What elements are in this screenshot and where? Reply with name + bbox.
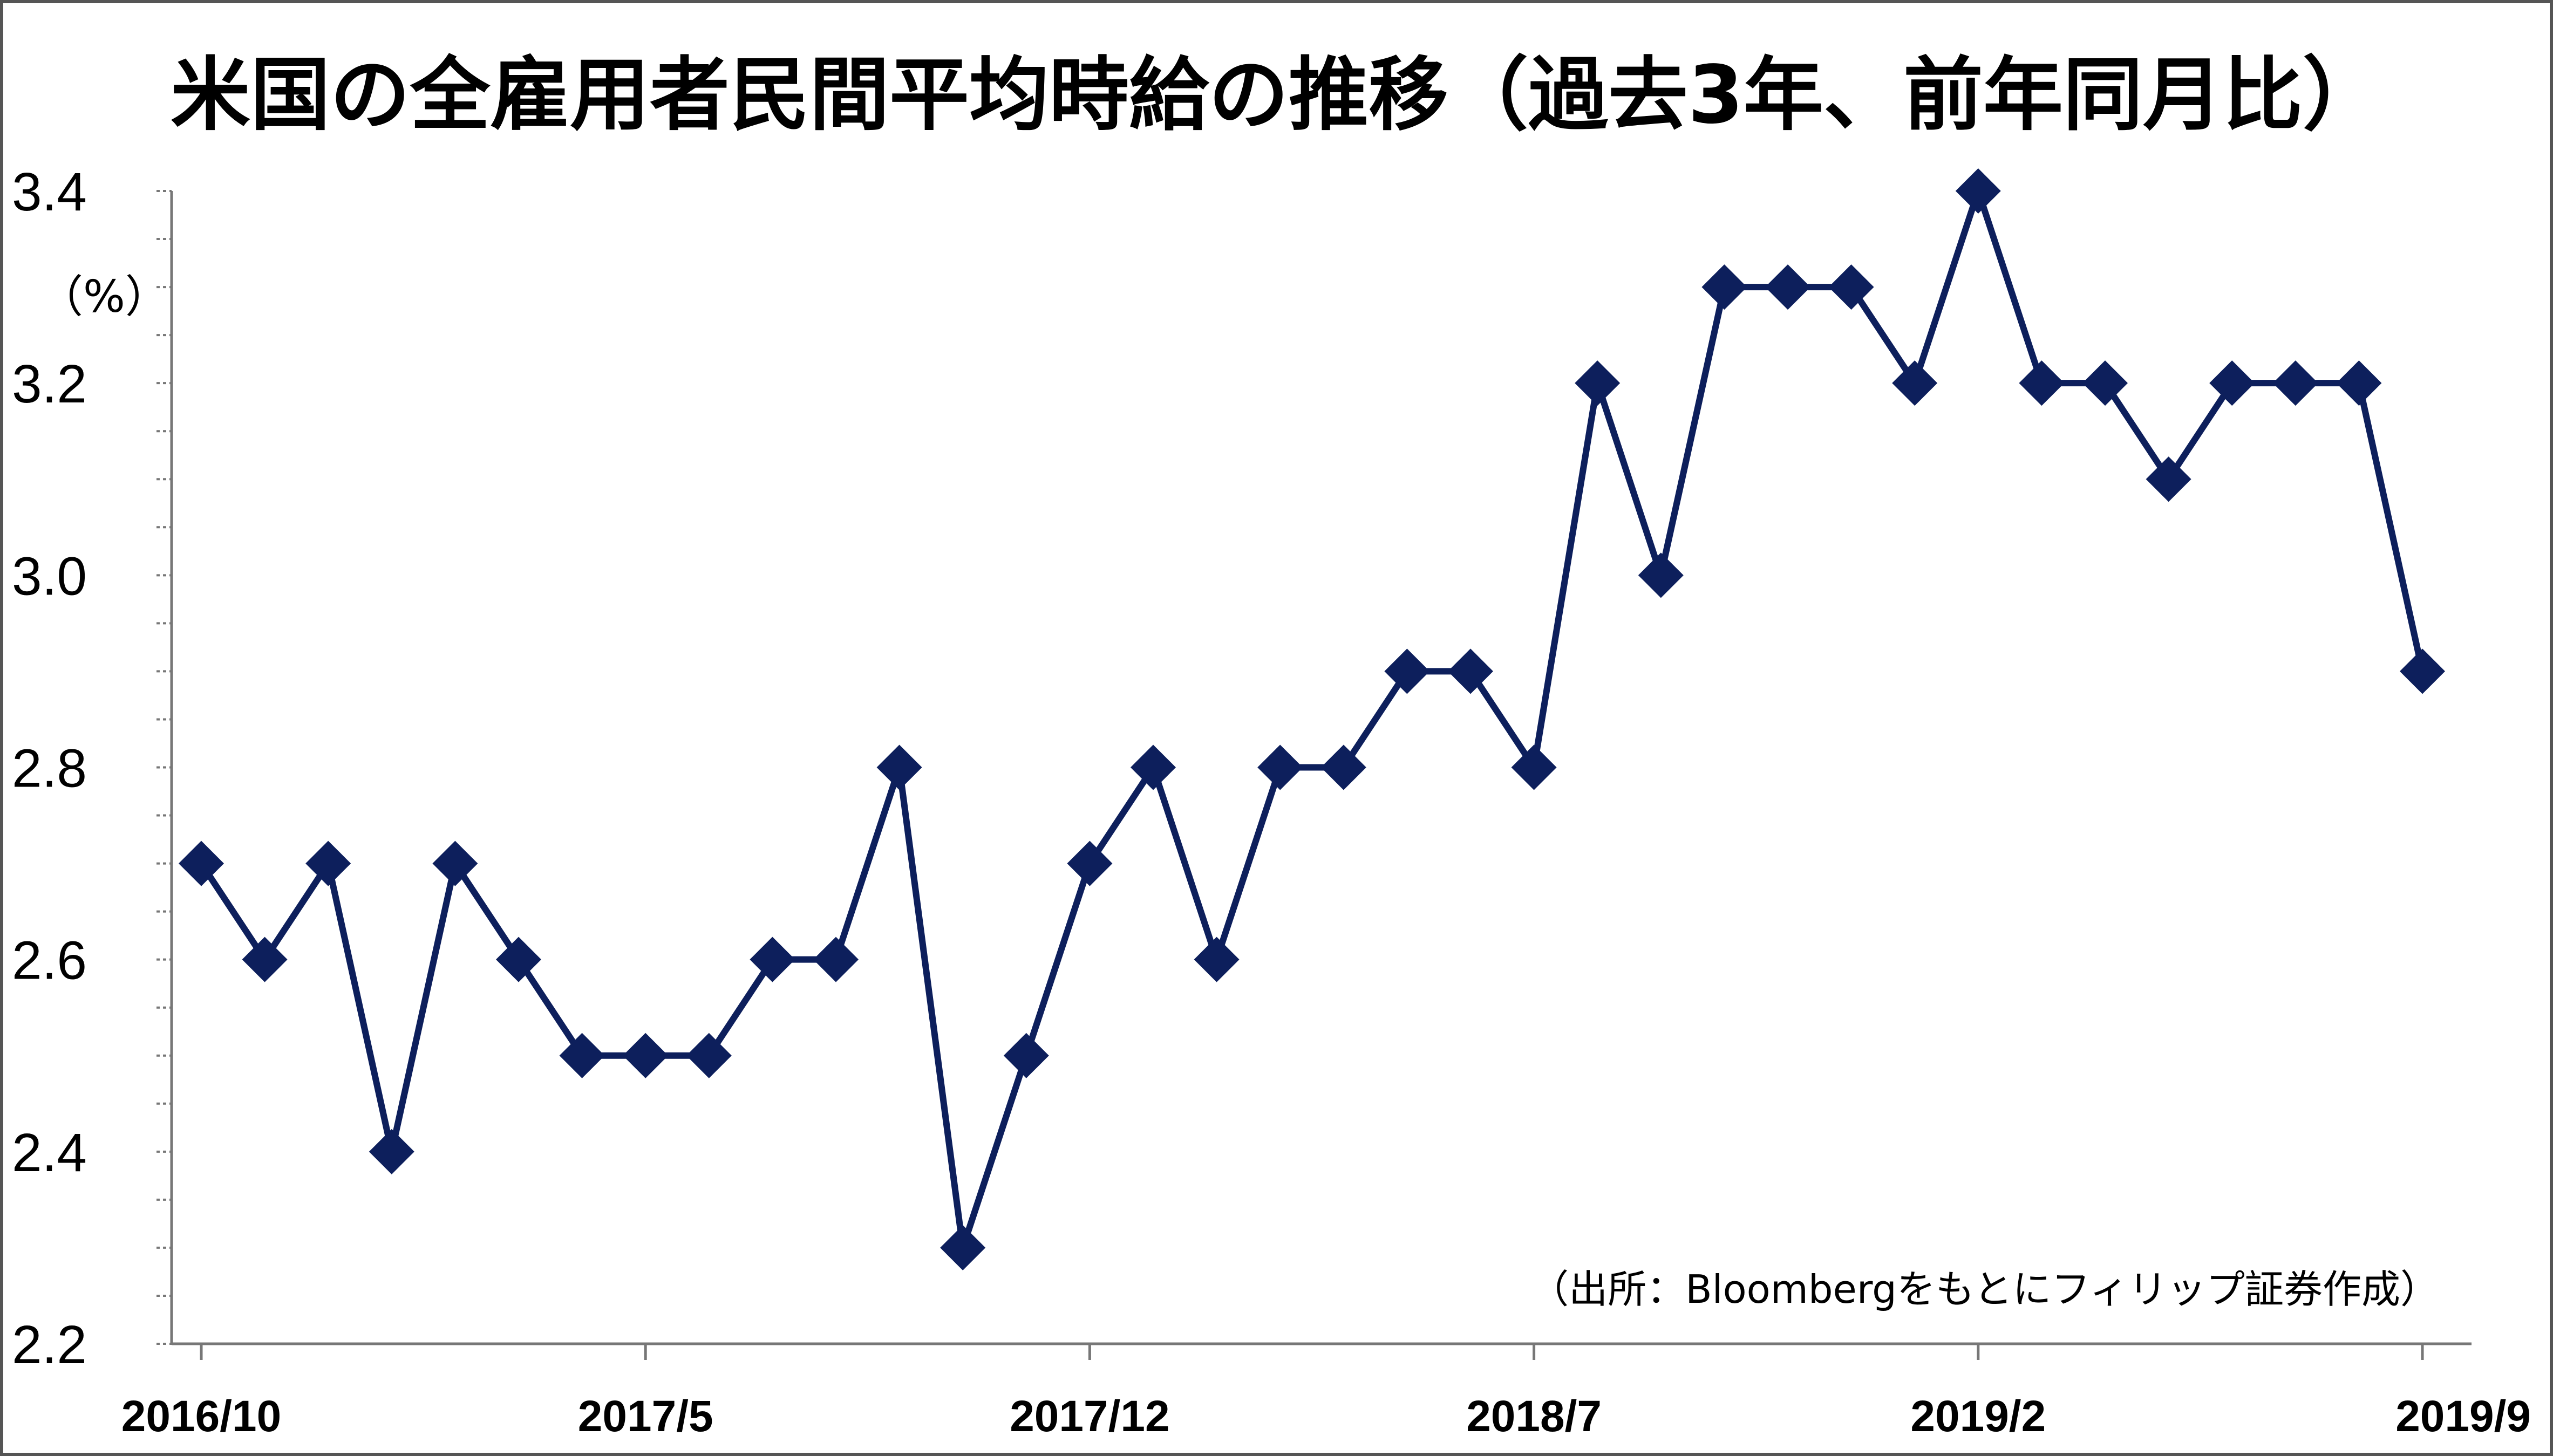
data-point-marker	[2272, 360, 2318, 406]
data-point-marker	[2336, 360, 2382, 406]
data-point-marker	[1638, 552, 1684, 598]
data-point-marker	[750, 937, 795, 982]
data-point-marker	[1765, 264, 1810, 310]
x-tick-label: 2016/10	[121, 1392, 281, 1441]
y-tick-label: 2.2	[12, 1315, 87, 1375]
y-axis-minor-ticks	[156, 190, 172, 1345]
source-note: （出所：Bloombergをもとにフィリップ証券作成）	[1530, 1267, 2439, 1312]
data-point-marker	[179, 840, 224, 886]
data-point-marker	[2082, 360, 2128, 406]
data-point-marker	[432, 840, 478, 886]
data-point-marker	[2019, 360, 2065, 406]
data-point-marker	[496, 937, 541, 982]
data-point-marker	[1448, 648, 1493, 694]
data-point-marker	[1892, 360, 1938, 406]
data-point-marker	[940, 1225, 986, 1270]
data-point-marker	[1320, 744, 1366, 790]
x-tick-label: 2017/5	[578, 1392, 713, 1441]
data-point-marker	[1511, 744, 1557, 790]
data-point-marker	[1131, 744, 1176, 790]
data-point-marker	[1701, 264, 1747, 310]
data-point-marker	[876, 744, 922, 790]
data-point-marker	[559, 1033, 605, 1078]
y-tick-label: 2.4	[12, 1123, 87, 1183]
data-point-marker	[242, 937, 288, 982]
data-point-marker	[1575, 360, 1621, 406]
data-point-marker	[1384, 648, 1430, 694]
data-point-marker	[2146, 456, 2191, 502]
data-point-marker	[813, 937, 859, 982]
y-tick-label: 3.2	[12, 354, 87, 414]
x-tick-label: 2017/12	[1010, 1392, 1169, 1441]
y-tick-label: 2.6	[12, 931, 87, 991]
y-tick-label: 2.8	[12, 739, 87, 799]
data-point-marker	[623, 1033, 669, 1078]
data-point-marker	[1828, 264, 1874, 310]
chart-title: 米国の全雇用者民間平均時給の推移（過去3年、前年同月比）	[171, 49, 2382, 141]
data-point-marker	[1257, 744, 1303, 790]
data-point-marker	[1067, 840, 1113, 886]
x-tick-label: 2018/7	[1466, 1392, 1602, 1441]
y-tick-label: 3.4	[12, 162, 87, 222]
x-tick-label: 2019/9	[2395, 1392, 2531, 1441]
data-point-marker	[2209, 360, 2255, 406]
data-point-marker	[1194, 937, 1240, 982]
x-tick-label: 2019/2	[1910, 1392, 2046, 1441]
data-point-marker	[1955, 168, 2001, 214]
data-point-marker	[686, 1033, 732, 1078]
data-point-marker	[305, 840, 351, 886]
y-tick-label: 3.0	[12, 546, 87, 606]
data-point-marker	[369, 1129, 414, 1174]
data-point-marker	[2400, 648, 2445, 694]
data-point-marker	[1003, 1033, 1049, 1078]
series-line	[198, 188, 2426, 1251]
y-axis-unit-label: （%）	[39, 271, 169, 323]
